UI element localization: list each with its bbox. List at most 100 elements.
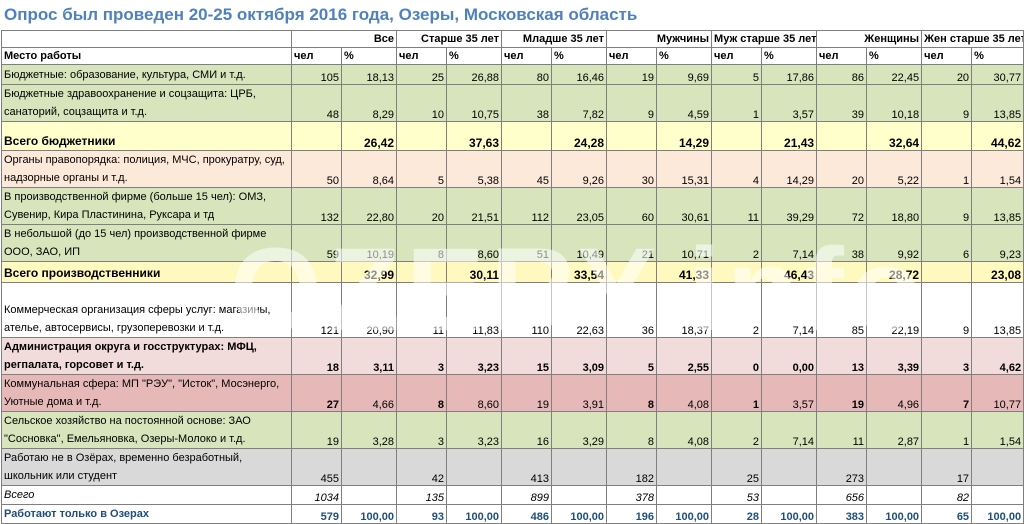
cell-count: 9 <box>921 84 973 122</box>
row-label: Коммерческая организация сферы услуг: ма… <box>1 282 292 338</box>
cell-count <box>606 121 658 151</box>
cell-percent: 30,77 <box>971 64 1024 85</box>
cell-percent: 26,88 <box>445 64 503 85</box>
cell-count: 28 <box>711 504 763 524</box>
cell-percent: 7,14 <box>761 224 818 262</box>
table-row: В небольшой (до 15 чел) производственной… <box>1 224 1024 262</box>
unit-pct: % <box>445 47 503 65</box>
cell-count: 196 <box>606 504 658 524</box>
table-row: Администрация округа и госструктурах: МФ… <box>1 337 1024 375</box>
cell-percent <box>551 485 608 505</box>
cell-count: 656 <box>816 485 868 505</box>
table-row: Органы правопорядка: полиция, МЧС, проку… <box>1 150 1024 188</box>
row-label: Всего бюджетники <box>1 121 292 151</box>
cell-percent <box>656 448 713 486</box>
cell-count: 2 <box>711 282 763 338</box>
cell-count: 53 <box>711 485 763 505</box>
cell-count: 3 <box>396 411 447 449</box>
cell-percent: 100,00 <box>971 504 1024 524</box>
cell-percent: 5,22 <box>866 150 923 188</box>
cell-count: 93 <box>396 504 447 524</box>
header-row-units: Место работы чел% чел% чел% чел% чел% че… <box>1 47 1024 65</box>
cell-percent: 10,77 <box>971 374 1024 412</box>
cell-count: 182 <box>606 448 658 486</box>
cell-count: 899 <box>501 485 553 505</box>
cell-percent: 100,00 <box>445 504 503 524</box>
cell-count: 2 <box>711 224 763 262</box>
cell-count: 19 <box>816 374 868 412</box>
cell-count: 1 <box>921 150 973 188</box>
cell-count: 60 <box>606 187 658 225</box>
cell-count: 4 <box>711 150 763 188</box>
header-group: Женщины <box>816 30 923 48</box>
cell-count: 11 <box>396 282 447 338</box>
table-row: Коммунальная сфера: МП "РЭУ", "Исток", М… <box>1 374 1024 412</box>
cell-percent <box>971 448 1024 486</box>
cell-count: 21 <box>606 224 658 262</box>
cell-percent: 10,71 <box>656 224 713 262</box>
header-group: Муж старше 35 лет <box>711 30 818 48</box>
cell-count: 20 <box>396 187 447 225</box>
unit-count: чел <box>921 47 973 65</box>
cell-count: 8 <box>396 374 447 412</box>
cell-count: 25 <box>711 448 763 486</box>
cell-count <box>816 121 868 151</box>
cell-percent: 9,23 <box>971 224 1024 262</box>
cell-percent: 9,92 <box>866 224 923 262</box>
cell-count: 8 <box>606 411 658 449</box>
cell-percent: 13,85 <box>971 282 1024 338</box>
cell-percent: 9,69 <box>656 64 713 85</box>
table-row: Всего производственники 32,99 30,11 33,54 41… <box>1 261 1024 283</box>
cell-count: 86 <box>816 64 868 85</box>
cell-percent: 4,96 <box>866 374 923 412</box>
cell-percent: 9,26 <box>551 150 608 188</box>
cell-count: 5 <box>396 150 447 188</box>
cell-count: 51 <box>501 224 553 262</box>
cell-percent: 41,33 <box>656 261 713 283</box>
cell-percent: 3,11 <box>341 337 397 375</box>
table-row: Коммерческая организация сферы услуг: ма… <box>1 282 1024 338</box>
cell-percent: 10,49 <box>551 224 608 262</box>
header-group: Жен старше 35 лет <box>921 30 1024 48</box>
cell-count: 413 <box>501 448 553 486</box>
cell-count: 0 <box>711 337 763 375</box>
row-label: Бюджетные: образование, культура, СМИ и … <box>1 64 292 85</box>
cell-count: 16 <box>501 411 553 449</box>
cell-percent: 28,72 <box>866 261 923 283</box>
cell-percent: 3,57 <box>761 374 818 412</box>
unit-pct: % <box>656 47 713 65</box>
cell-count: 45 <box>501 150 553 188</box>
cell-count: 579 <box>291 504 342 524</box>
cell-count: 19 <box>501 374 553 412</box>
cell-percent: 10,18 <box>866 84 923 122</box>
cell-count: 1 <box>921 411 973 449</box>
cell-percent: 7,14 <box>761 411 818 449</box>
cell-percent: 10,19 <box>341 224 397 262</box>
cell-count: 105 <box>291 64 342 85</box>
header-group: Младше 35 лет <box>501 30 608 48</box>
unit-pct: % <box>551 47 608 65</box>
header-place-label: Место работы <box>1 47 292 65</box>
cell-count: 7 <box>921 374 973 412</box>
cell-count: 9 <box>606 84 658 122</box>
cell-count <box>291 261 342 283</box>
cell-percent: 10,75 <box>445 84 503 122</box>
cell-percent: 23,05 <box>551 187 608 225</box>
cell-percent <box>866 448 923 486</box>
cell-percent: 3,57 <box>761 84 818 122</box>
cell-percent: 2,55 <box>656 337 713 375</box>
row-label: Администрация округа и госструктурах: МФ… <box>1 337 292 375</box>
page-title: Опрос был проведен 20-25 октября 2016 го… <box>4 5 638 24</box>
cell-percent: 100,00 <box>866 504 923 524</box>
cell-count: 25 <box>396 64 447 85</box>
cell-percent: 3,39 <box>866 337 923 375</box>
cell-percent: 3,09 <box>551 337 608 375</box>
cell-count: 19 <box>606 64 658 85</box>
cell-count: 20 <box>921 64 973 85</box>
cell-count <box>921 121 973 151</box>
cell-percent: 37,63 <box>445 121 503 151</box>
unit-pct: % <box>866 47 923 65</box>
cell-count: 85 <box>816 282 868 338</box>
cell-count: 9 <box>921 187 973 225</box>
row-label: Работаю не в Озёрах, временно безработны… <box>1 448 292 486</box>
